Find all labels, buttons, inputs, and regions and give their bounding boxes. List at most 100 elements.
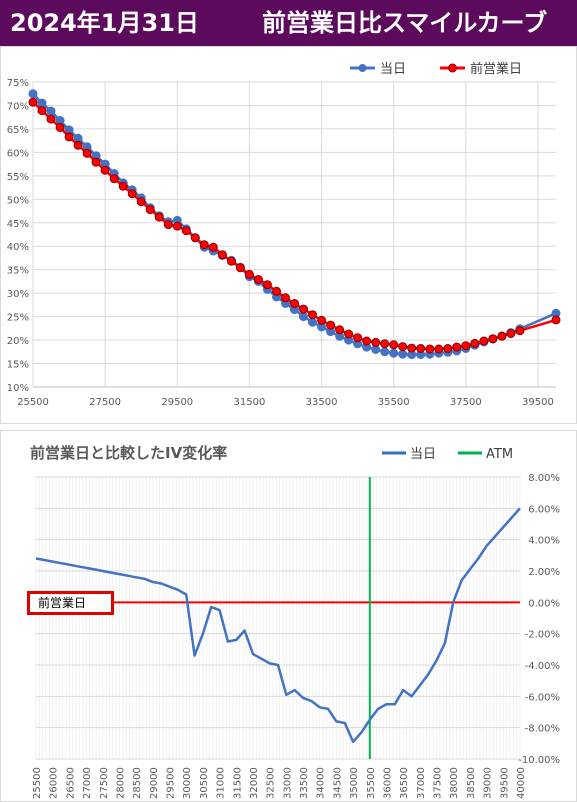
y-tick-label: 30% [7,289,29,300]
data-point-prev [172,221,182,231]
data-point-prev [217,250,227,260]
data-point-prev [181,226,191,236]
y-tick-label: 40% [7,242,29,253]
x-tick-label: 29500 [166,767,177,799]
x-tick-label: 34500 [332,767,343,799]
data-point-prev [344,329,354,339]
y-tick-label: 2.00% [528,567,560,578]
x-tick-label: 26000 [49,767,60,799]
data-point-prev [407,343,417,353]
data-point-prev [262,280,272,290]
x-tick-label: 31500 [232,767,243,799]
x-tick-label: 36500 [399,767,410,799]
y-tick-label: 0.00% [528,598,560,609]
data-point-prev [163,220,173,230]
data-point-today [37,98,47,108]
chart2-series [35,477,521,759]
x-tick-label: 32000 [249,767,260,799]
legend-atm-label: ATM [486,447,513,462]
data-point-prev [506,329,516,338]
y-tick-label: 4.00% [528,536,560,547]
data-point-prev [443,344,453,353]
x-tick-label: 40000 [516,767,527,799]
x-tick-label: 28000 [115,767,126,799]
data-point-prev [488,334,498,344]
data-point-prev [308,310,317,320]
data-point-prev [64,132,74,142]
data-point-prev [136,197,146,207]
y-tick-label: -4.00% [525,661,560,672]
chart1-y-axis: 10% 15% 20% 25% 30% 35% 40% 45% 50% 55% 60% 65% 70% 7… [7,78,29,394]
y-tick-label: -2.00% [525,630,560,641]
data-point-prev [226,256,236,266]
data-point-prev [109,174,119,184]
x-tick-label: 29000 [149,767,160,799]
data-point-prev [380,339,390,349]
x-tick-label: 37500 [450,397,482,408]
x-tick-label: 39500 [499,767,510,799]
x-tick-label: 25500 [32,767,43,799]
data-point-prev [515,326,525,336]
chart2-title: 前営業日と比較したIV変化率 [30,444,227,462]
data-point-prev [55,123,65,132]
legend-today-label-2: 当日 [410,447,436,462]
data-point-prev [91,157,101,167]
chart2-grid [35,476,521,760]
data-point-prev [73,140,83,150]
y-tick-label: 10% [7,383,29,394]
x-tick-label: 30000 [182,767,193,799]
chart2-y-axis: 8.00% 6.00% 4.00% 2.00% 0.00% -2.00% -4.00% -6.… [518,473,560,766]
legend-prev-label: 前営業日 [470,61,522,77]
y-tick-label: 55% [7,172,29,183]
data-point-today [28,89,38,99]
date-label: 2024年1月31日 [10,9,199,37]
data-point-prev [199,240,209,250]
data-point-prev [398,342,408,352]
data-point-prev [281,293,290,303]
data-point-prev [416,344,426,353]
data-point-prev [127,189,137,199]
data-point-prev [28,97,38,107]
y-tick-label: 25% [7,313,29,324]
y-tick-label: 65% [7,125,29,136]
data-point-prev [461,341,471,351]
data-point-prev [497,331,507,341]
x-tick-label: 28500 [132,767,143,799]
x-tick-label: 33500 [306,397,338,408]
x-tick-label: 36000 [382,767,393,799]
chart1-series [28,89,561,360]
chart1-x-axis: 25500 27500 29500 31500 33500 35500 37500 39500 [17,397,554,408]
y-tick-label: -6.00% [525,692,560,703]
x-tick-label: 39000 [483,767,494,799]
data-point-prev [244,269,254,279]
x-tick-label: 35500 [378,397,410,408]
data-point-prev [82,148,92,158]
y-tick-label: -10.00% [518,755,560,766]
x-tick-label: 27000 [82,767,93,799]
x-tick-label: 30500 [199,767,210,799]
x-tick-label: 26500 [65,767,76,799]
data-point-prev [425,344,435,354]
data-point-prev [452,342,462,352]
x-tick-label: 35500 [366,767,377,799]
smile-curve-chart: 当日 前営業日 10% 15% 20% 25% 30% 35% 40% 45% 50% 55% 60… [0,46,577,424]
chart2-x-axis: 25500 26000 26500 27000 27500 28000 28500 29000… [32,767,527,799]
data-point-prev [362,336,372,346]
data-point-today [380,347,390,357]
data-point-prev [37,106,47,116]
y-tick-label: 15% [7,360,29,371]
data-point-prev [470,338,480,348]
data-point-prev [145,205,155,215]
x-tick-label: 31500 [234,397,266,408]
x-tick-label: 34000 [316,767,327,799]
data-point-prev [479,336,489,346]
chart1-legend: 当日 前営業日 [350,61,522,77]
data-point-prev [118,181,128,191]
data-point-prev [335,325,345,335]
x-tick-label: 38000 [449,767,460,799]
data-point-prev [272,286,281,296]
x-tick-label: 27500 [89,397,121,408]
y-tick-label: 60% [7,148,29,159]
data-point-prev [253,275,263,284]
x-tick-label: 33500 [299,767,310,799]
